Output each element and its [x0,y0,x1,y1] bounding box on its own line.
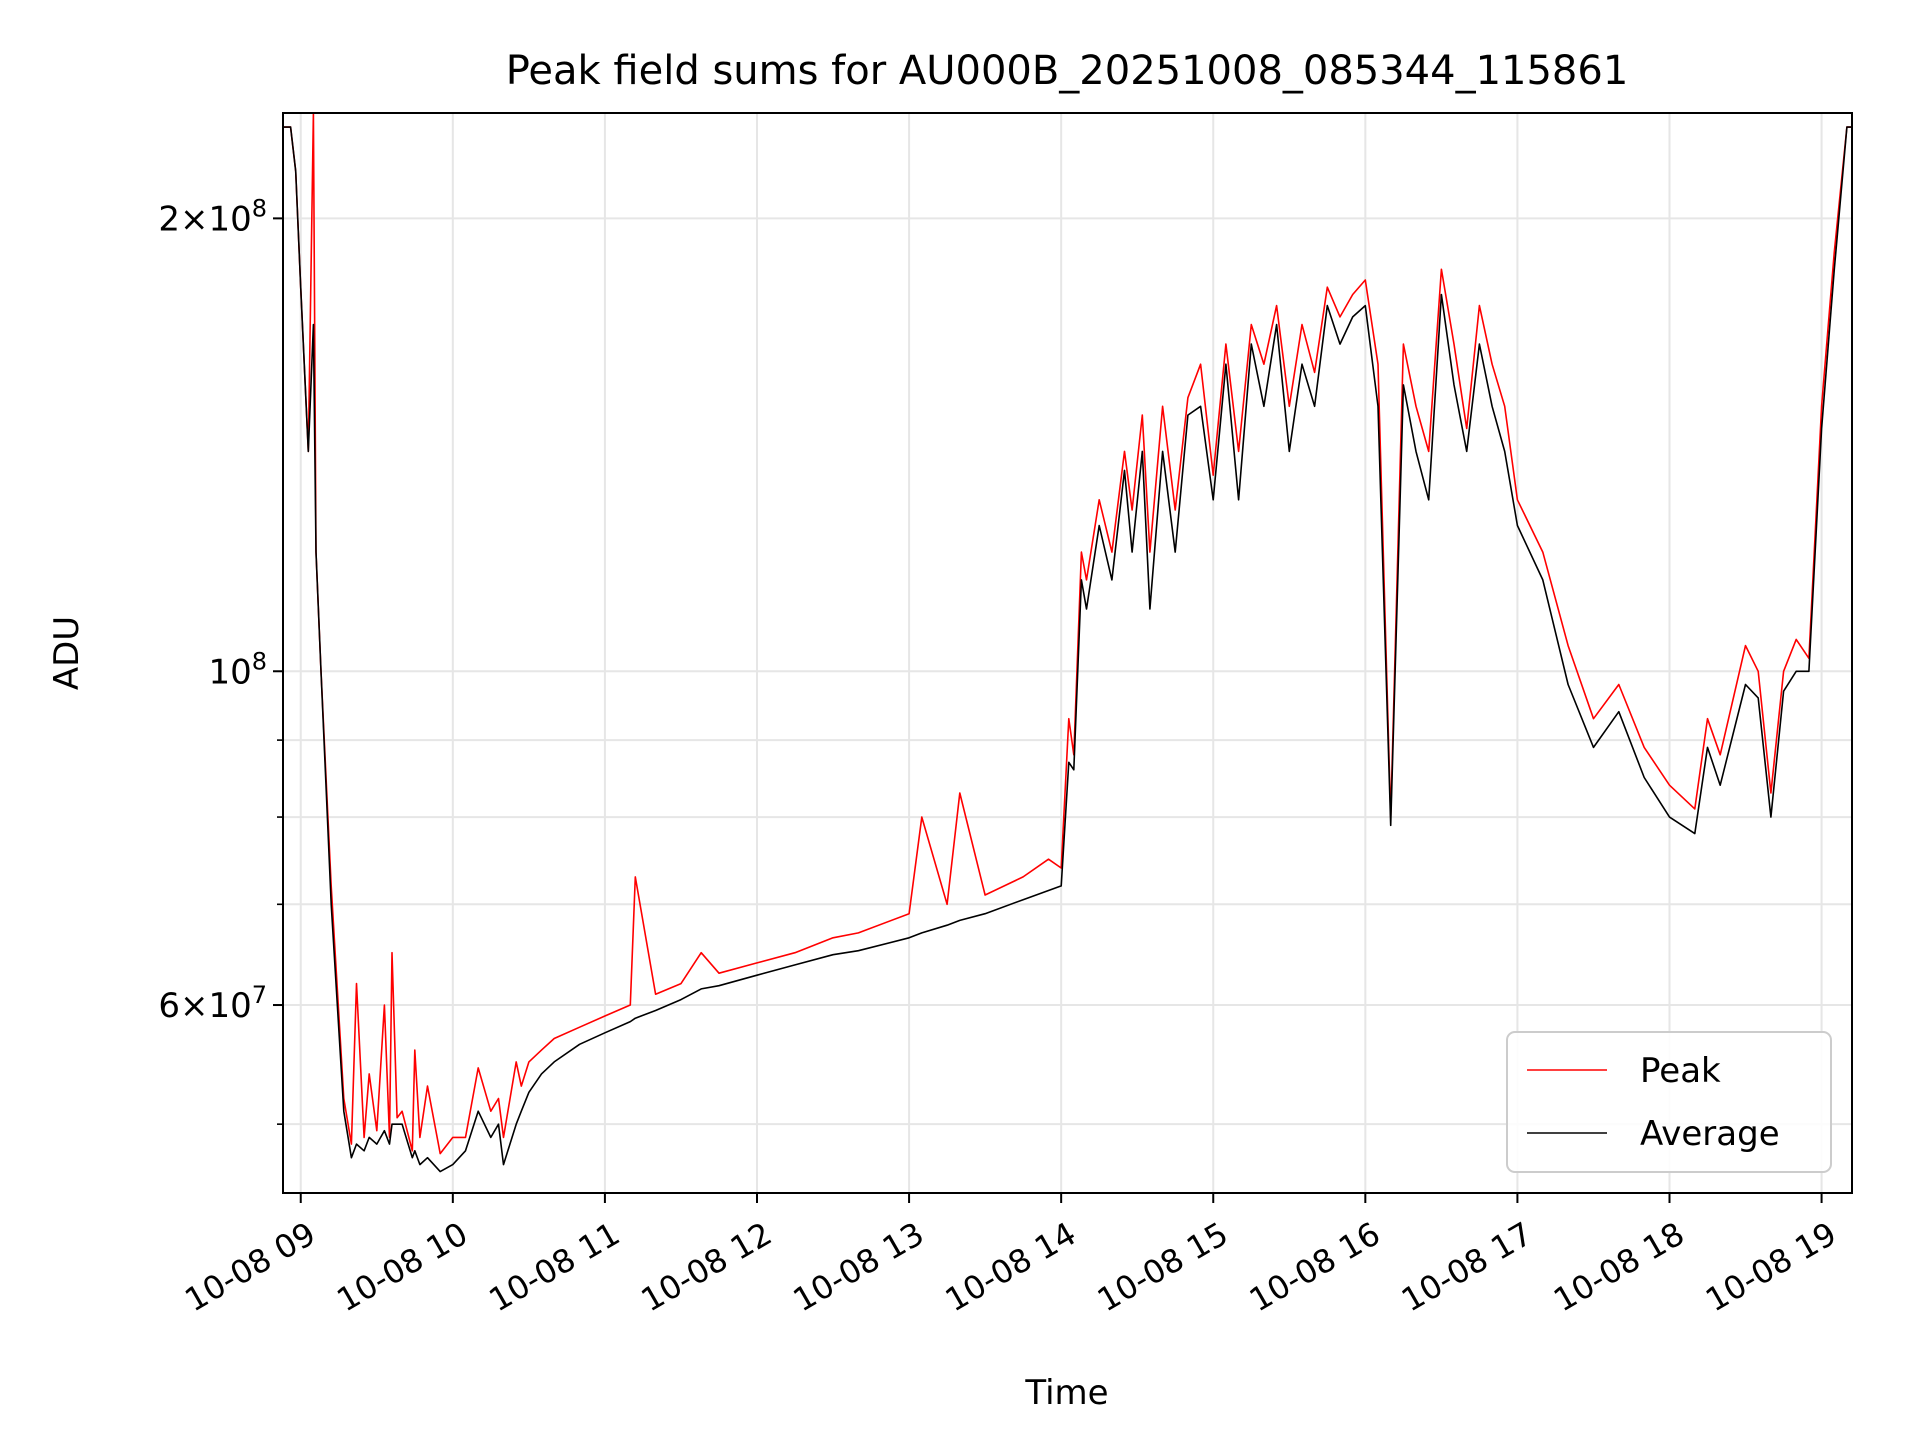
y-axis-label: ADU [47,616,87,690]
plot-frame [282,112,1853,1194]
y-tick-label: 108 [208,647,267,692]
series-line-average [283,126,1852,1173]
series-lines [283,112,1852,1173]
legend: Peak Average [1506,1031,1832,1173]
grid-lines [283,113,1852,1193]
legend-box [1506,1031,1832,1173]
y-tick-label: 6×107 [158,981,267,1026]
chart-title: Peak field sums for AU000B_20251008_0853… [506,48,1629,94]
y-axis-ticks: 2×108 108 6×107 [158,194,283,1125]
legend-label-average: Average [1640,1114,1780,1154]
legend-label-peak: Peak [1640,1051,1721,1091]
series-line-peak [283,112,1852,1155]
x-axis-label: Time [1024,1373,1108,1413]
y-tick-label: 2×108 [158,194,267,239]
